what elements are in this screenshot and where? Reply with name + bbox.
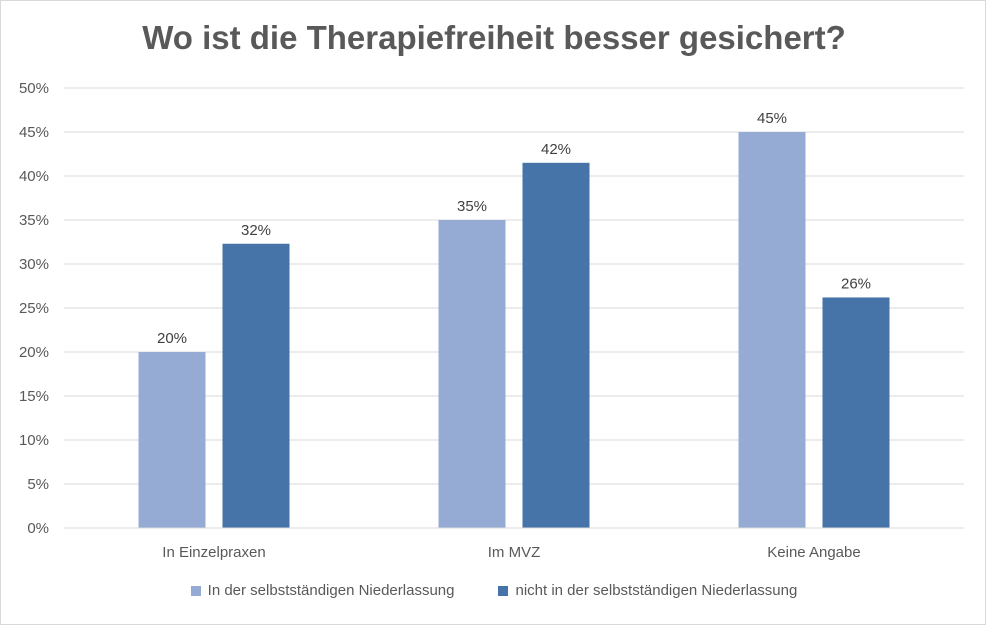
chart-title: Wo ist die Therapiefreiheit besser gesic… — [142, 19, 846, 56]
data-label-series-2: 26% — [841, 275, 871, 292]
y-tick-label: 0% — [27, 520, 49, 537]
y-tick-label: 10% — [19, 432, 49, 449]
y-tick-label: 5% — [27, 476, 49, 493]
x-tick-label: Keine Angabe — [767, 544, 860, 561]
legend-item-series-2: nicht in der selbstständigen Niederlassu… — [498, 582, 797, 599]
bar-series-2 — [522, 162, 590, 529]
legend-swatch-series-1 — [190, 585, 201, 596]
y-tick-label: 30% — [19, 256, 49, 273]
y-tick-label: 25% — [19, 300, 49, 317]
bar-series-1 — [138, 352, 206, 528]
legend-label-series-1: In der selbstständigen Niederlassung — [207, 582, 455, 599]
x-tick-label: In Einzelpraxen — [162, 544, 265, 561]
y-tick-label: 40% — [19, 168, 49, 185]
legend-label-series-2: nicht in der selbstständigen Niederlassu… — [515, 582, 798, 599]
y-tick-label: 15% — [19, 388, 49, 405]
bar-series-2 — [822, 297, 890, 528]
y-tick-label: 45% — [19, 124, 49, 141]
x-tick-label: Im MVZ — [488, 544, 541, 561]
data-label-series-2: 42% — [541, 141, 571, 158]
legend-item-series-1: In der selbstständigen Niederlassung — [190, 582, 455, 599]
bar-series-1 — [438, 220, 506, 528]
legend: In der selbstständigen Niederlassung nic… — [1, 582, 986, 599]
data-label-series-2: 32% — [241, 222, 271, 239]
legend-swatch-series-2 — [498, 585, 509, 596]
y-tick-label: 35% — [19, 212, 49, 229]
bar-series-2 — [222, 243, 290, 528]
y-tick-label: 50% — [19, 80, 49, 97]
data-label-series-1: 45% — [757, 110, 787, 127]
data-label-series-1: 35% — [457, 198, 487, 215]
y-tick-label: 20% — [19, 344, 49, 361]
bar-series-1 — [738, 132, 806, 528]
data-label-series-1: 20% — [157, 330, 187, 347]
